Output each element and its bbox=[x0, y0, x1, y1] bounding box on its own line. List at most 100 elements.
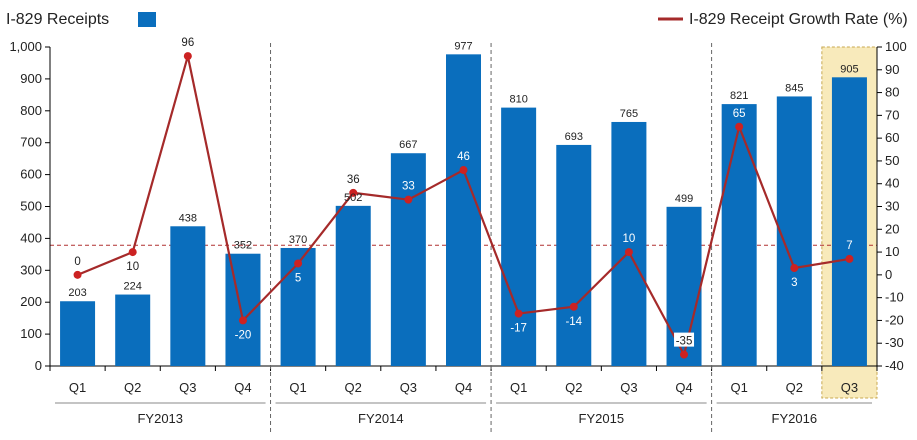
legend: I-829 Receipts I-829 Receipt Growth Rate… bbox=[6, 11, 908, 28]
left-tick-label: 500 bbox=[20, 199, 42, 214]
growth-value-label: -14 bbox=[565, 316, 582, 328]
growth-value-label: 10 bbox=[623, 233, 636, 245]
growth-point bbox=[680, 350, 689, 359]
bar-value-label: 693 bbox=[565, 131, 583, 143]
bar-value-label: 667 bbox=[399, 139, 417, 151]
growth-value-label: -20 bbox=[235, 329, 252, 341]
growth-value-label: 3 bbox=[791, 277, 797, 289]
quarter-label: Q3 bbox=[620, 380, 637, 395]
right-tick-label: 20 bbox=[885, 221, 899, 236]
bar-value-label: 438 bbox=[179, 212, 197, 224]
quarter-label: Q4 bbox=[234, 380, 251, 395]
group-label: FY2013 bbox=[137, 411, 183, 426]
growth-point bbox=[238, 316, 247, 325]
growth-value-label: 65 bbox=[733, 108, 746, 120]
growth-point bbox=[294, 259, 303, 268]
bar bbox=[225, 253, 261, 366]
growth-point bbox=[349, 188, 358, 197]
quarter-label: Q2 bbox=[565, 380, 582, 395]
right-tick-label: 0 bbox=[885, 267, 892, 282]
quarter-label: Q3 bbox=[179, 380, 196, 395]
quarter-label: Q3 bbox=[841, 380, 858, 395]
growth-point bbox=[459, 166, 468, 175]
growth-value-label: 96 bbox=[181, 37, 194, 49]
bar-value-label: 224 bbox=[124, 281, 142, 293]
growth-value-label: 46 bbox=[457, 151, 470, 163]
bar bbox=[115, 294, 151, 366]
growth-value-label: -17 bbox=[510, 323, 527, 335]
left-tick-label: 600 bbox=[20, 167, 42, 182]
legend-line-label: I-829 Receipt Growth Rate (%) bbox=[689, 11, 908, 28]
bar bbox=[280, 247, 316, 366]
group-label: FY2015 bbox=[579, 411, 625, 426]
growth-label-box bbox=[674, 332, 695, 347]
group-label: FY2016 bbox=[772, 411, 818, 426]
right-tick-label: 90 bbox=[885, 62, 899, 77]
growth-value-label: 10 bbox=[126, 261, 139, 273]
right-tick-label: -20 bbox=[885, 312, 904, 327]
growth-point bbox=[183, 52, 192, 61]
bar bbox=[390, 153, 426, 366]
growth-point bbox=[790, 264, 799, 273]
quarter-label: Q4 bbox=[675, 380, 692, 395]
left-tick-label: 400 bbox=[20, 230, 42, 245]
bar bbox=[831, 77, 867, 367]
growth-point bbox=[404, 195, 413, 204]
right-tick-label: -40 bbox=[885, 358, 904, 373]
growth-value-label: 7 bbox=[846, 240, 852, 252]
quarter-label: Q4 bbox=[455, 380, 472, 395]
bar bbox=[60, 301, 96, 366]
bar bbox=[170, 226, 206, 366]
bar-value-label: 352 bbox=[234, 240, 252, 252]
growth-value-label: 36 bbox=[347, 174, 360, 186]
bar-value-label: 502 bbox=[344, 192, 362, 204]
bar bbox=[776, 96, 812, 366]
growth-value-label: 0 bbox=[74, 256, 80, 268]
quarter-label: Q3 bbox=[400, 380, 417, 395]
quarter-label: Q1 bbox=[289, 380, 306, 395]
quarter-label: Q1 bbox=[510, 380, 527, 395]
growth-point bbox=[845, 254, 854, 263]
bar-value-label: 765 bbox=[620, 108, 638, 120]
growth-point bbox=[514, 309, 523, 318]
bar bbox=[556, 144, 592, 366]
right-tick-label: 100 bbox=[885, 39, 907, 54]
left-tick-label: 100 bbox=[20, 326, 42, 341]
bar-value-label: 499 bbox=[675, 193, 693, 205]
quarter-label: Q2 bbox=[345, 380, 362, 395]
group-label: FY2014 bbox=[358, 411, 404, 426]
growth-point bbox=[624, 248, 633, 257]
growth-value-label: 5 bbox=[295, 272, 301, 284]
left-tick-label: 0 bbox=[35, 358, 42, 373]
right-tick-label: 40 bbox=[885, 176, 899, 191]
right-tick-label: -30 bbox=[885, 335, 904, 350]
quarter-label: Q1 bbox=[730, 380, 747, 395]
bar-value-label: 821 bbox=[730, 90, 748, 102]
bar bbox=[446, 54, 481, 366]
bar bbox=[501, 107, 537, 367]
right-tick-label: 50 bbox=[885, 153, 899, 168]
bar bbox=[721, 104, 757, 366]
growth-point bbox=[569, 302, 578, 311]
bar-value-label: 810 bbox=[509, 94, 527, 106]
right-tick-label: 80 bbox=[885, 85, 899, 100]
bar-value-label: 845 bbox=[785, 82, 803, 94]
bar-value-label: 370 bbox=[289, 234, 307, 246]
left-tick-label: 700 bbox=[20, 135, 42, 150]
legend-bar-label: I-829 Receipts bbox=[6, 11, 109, 28]
right-tick-label: 60 bbox=[885, 130, 899, 145]
bar-value-label: 977 bbox=[454, 40, 472, 52]
growth-point bbox=[73, 270, 82, 279]
growth-value-label: 33 bbox=[402, 181, 415, 193]
left-tick-label: 800 bbox=[20, 103, 42, 118]
left-tick-label: 1,000 bbox=[9, 39, 42, 54]
bar-value-label: 203 bbox=[68, 287, 86, 299]
bar-value-label: 905 bbox=[840, 63, 858, 75]
quarter-label: Q2 bbox=[786, 380, 803, 395]
growth-point bbox=[735, 122, 744, 131]
bar bbox=[611, 121, 647, 366]
right-tick-label: -10 bbox=[885, 290, 904, 305]
left-tick-label: 200 bbox=[20, 294, 42, 309]
left-tick-label: 900 bbox=[20, 71, 42, 86]
